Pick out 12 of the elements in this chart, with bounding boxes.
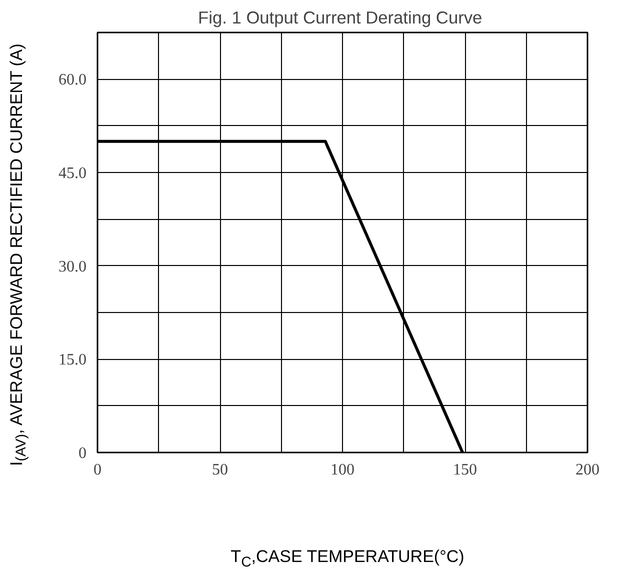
y-tick-label: 15.0	[58, 352, 86, 369]
x-axis-title: T$_{C}$,CASE TEMPERATURE(°C)	[230, 546, 466, 569]
chart-title: Fig. 1 Output Current Derating Curve	[198, 8, 482, 28]
y-tick-label: 45.0	[58, 165, 86, 182]
x-tick-label: 200	[576, 462, 600, 478]
y-tick-label: 30.0	[58, 258, 86, 276]
y-tick-label: 60.0	[58, 72, 86, 89]
x-tick-label: 150	[453, 462, 477, 478]
x-tick-label: 0	[94, 462, 102, 478]
y-tick-label: 0	[78, 445, 86, 462]
x-tick-label: 50	[212, 462, 228, 478]
x-tick-label: 100	[330, 462, 354, 478]
